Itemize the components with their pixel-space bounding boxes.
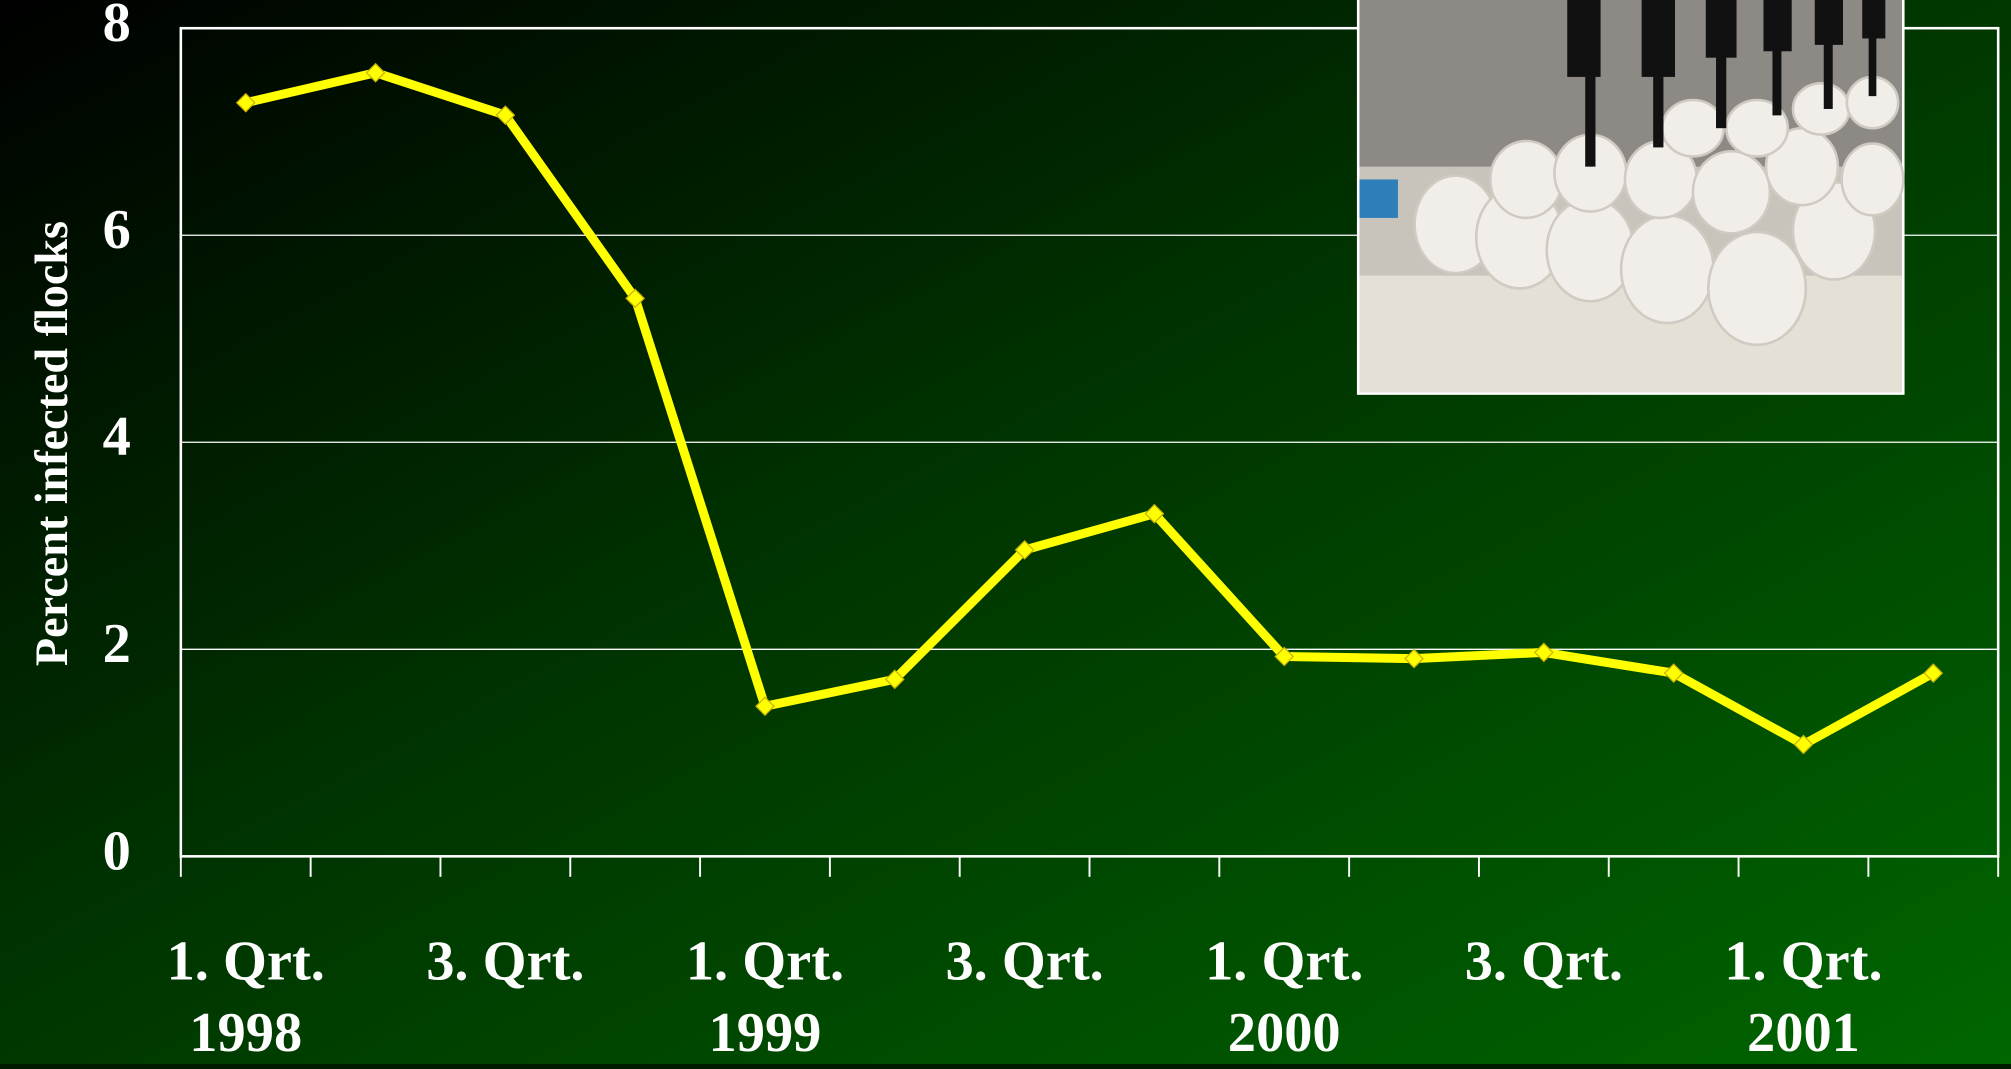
y-tick-label: 0 xyxy=(103,820,131,882)
y-axis-label: Percent infected flocks xyxy=(26,221,77,666)
x-tick-label: 3. Qrt. xyxy=(1416,926,1673,998)
x-tick-label: 1. Qrt. 1999 xyxy=(637,926,894,1069)
x-tick-label: 3. Qrt. xyxy=(377,926,634,998)
x-tick-label: 1. Qrt. 2000 xyxy=(1156,926,1413,1069)
y-tick-label: 4 xyxy=(103,406,131,468)
y-tick-label: 2 xyxy=(103,613,131,675)
egg-photo xyxy=(1358,0,1903,394)
x-tick-label: 1. Qrt. 1998 xyxy=(117,926,374,1069)
y-tick-label: 6 xyxy=(103,199,131,261)
x-tick-label: 1. Qrt. 2001 xyxy=(1675,926,1932,1069)
y-tick-label: 8 xyxy=(103,0,131,54)
chart: Percent infected flocks 0 2 4 6 8 xyxy=(0,0,2011,1064)
x-tick-label: 3. Qrt. xyxy=(896,926,1153,998)
slide: Percent infected flocks 02468 1. Qrt. 19… xyxy=(0,0,2011,1064)
page: {"chart_data": {"type": "line", "y_label… xyxy=(0,0,2011,1064)
